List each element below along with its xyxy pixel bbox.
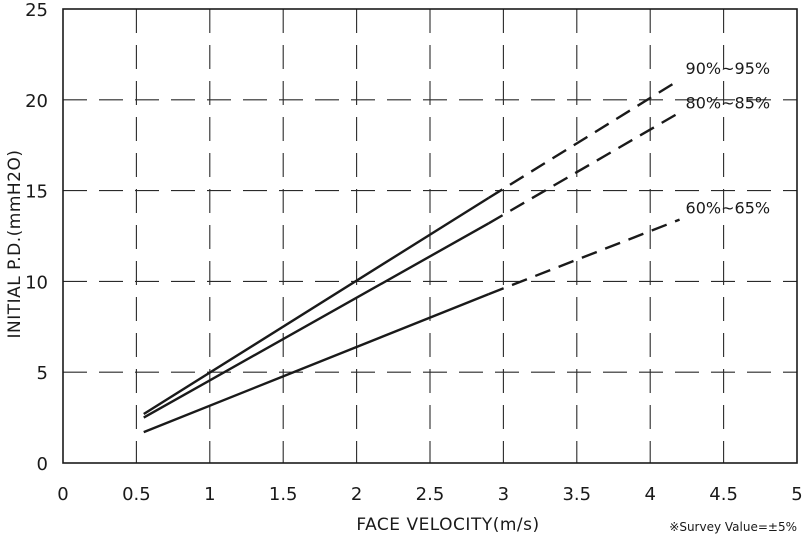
y-tick-label: 0	[37, 454, 48, 475]
y-axis-label: INITIAL P.D.(mmH2O)	[5, 149, 25, 338]
series-line-solid	[143, 292, 490, 434]
x-tick-label: 3.5	[562, 484, 591, 505]
y-tick-labels: 0 5 10 15 20 25	[25, 0, 48, 475]
y-tick-label: 20	[25, 91, 48, 112]
x-tick-label: 5	[791, 484, 802, 505]
x-tick-label: 1	[204, 484, 215, 505]
series-line-dashed	[488, 78, 681, 199]
series-lines	[143, 78, 681, 434]
x-axis-label: FACE VELOCITY(m/s)	[356, 515, 539, 535]
series-line-dashed	[488, 111, 681, 225]
series-line-dashed	[488, 218, 680, 296]
x-tick-label: 2	[351, 484, 362, 505]
plot-frame	[62, 8, 798, 464]
x-tick-labels: 0 0.5 1 1.5 2 2.5 3 3.5 4 4.5 5	[57, 484, 802, 505]
y-tick-label: 10	[25, 272, 48, 293]
series-line-solid	[143, 222, 490, 419]
series-label: 80%~85%	[686, 94, 771, 113]
y-tick-label: 15	[25, 182, 48, 203]
x-tick-label: 0.5	[122, 484, 151, 505]
x-tick-label: 4	[644, 484, 655, 505]
x-tick-label: 3	[498, 484, 509, 505]
series-labels: 90%~95% 80%~85% 60%~65%	[686, 59, 771, 218]
series-line-solid	[143, 196, 490, 415]
x-tick-label: 4.5	[709, 484, 738, 505]
x-tick-label: 1.5	[269, 484, 298, 505]
series-label: 60%~65%	[686, 199, 771, 218]
series-label: 90%~95%	[686, 59, 771, 78]
x-tick-label: 0	[57, 484, 68, 505]
y-tick-label: 25	[25, 0, 48, 21]
y-tick-label: 5	[37, 363, 48, 384]
x-tick-label: 2.5	[416, 484, 445, 505]
survey-note: ※Survey Value=±5%	[669, 520, 797, 534]
